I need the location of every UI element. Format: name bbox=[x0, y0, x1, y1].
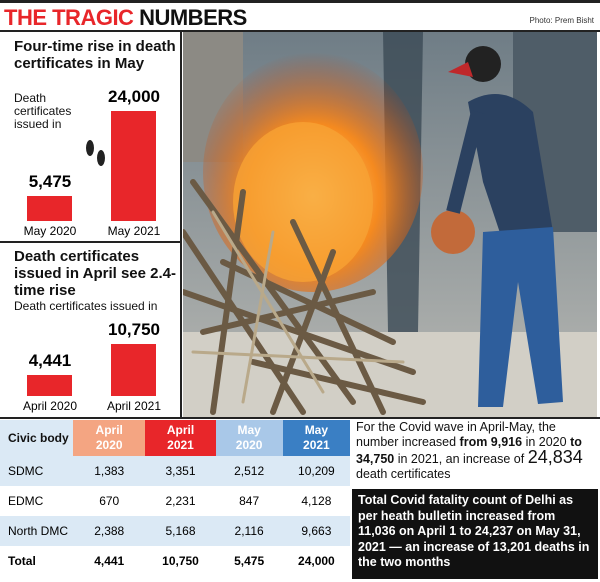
note-text: death certificates bbox=[356, 467, 451, 481]
chart-title: Death certificates issued in April see 2… bbox=[14, 248, 177, 299]
table-cell: 9,663 bbox=[301, 524, 332, 538]
bar bbox=[27, 374, 72, 396]
table-cell: 4,128 bbox=[301, 494, 332, 508]
note-big: 24,834 bbox=[527, 447, 583, 467]
value-label: 4,441 bbox=[28, 350, 72, 370]
bar bbox=[111, 111, 156, 221]
divider bbox=[180, 32, 182, 418]
table-cell: 2,116 bbox=[234, 524, 264, 538]
table-header-cell: Civic body bbox=[0, 420, 73, 456]
chart-subtitle: Death certificates issued in bbox=[14, 299, 158, 313]
note-text: For the Covid wave in April-May, the num… bbox=[356, 420, 556, 449]
icon bbox=[97, 150, 105, 166]
table-row: EDMC 670 2,231 847 4,128 bbox=[0, 486, 350, 516]
divider bbox=[0, 417, 600, 419]
fatality-box: Total Covid fatality count of Delhi as p… bbox=[352, 489, 598, 579]
table-cell: 5,168 bbox=[165, 524, 196, 538]
header-title-red: THE TRAGIC bbox=[4, 5, 134, 30]
top-rule bbox=[0, 0, 600, 3]
note: For the Covid wave in April-May, the num… bbox=[356, 420, 596, 482]
table-cell: 2,512 bbox=[234, 464, 265, 478]
table-cell: 5,475 bbox=[234, 554, 265, 568]
table-cell: 3,351 bbox=[165, 464, 196, 478]
table-cell: SDMC bbox=[8, 464, 44, 478]
table-row: SDMC 1,383 3,351 2,512 10,209 bbox=[0, 456, 350, 486]
table-cell: 2,388 bbox=[94, 524, 125, 538]
category-label: May 2021 bbox=[107, 224, 161, 238]
chart-subtitle: Death certificates issued in bbox=[14, 91, 72, 131]
value-label: 24,000 bbox=[108, 87, 160, 106]
note-bold: from 9,916 bbox=[459, 435, 523, 449]
table-cell: North DMC bbox=[8, 524, 69, 538]
bar bbox=[111, 344, 156, 396]
table-cell: EDMC bbox=[8, 494, 44, 508]
chart-title: Four-time rise in death certificates in … bbox=[14, 38, 176, 72]
table-row: North DMC 2,388 5,168 2,116 9,663 bbox=[0, 516, 350, 546]
table-header-cell: May 2020 bbox=[215, 420, 283, 456]
table-header-row: Civic body April 2020 April 2021 May 2020 Ma… bbox=[0, 420, 350, 456]
category-label: May 2020 bbox=[23, 224, 77, 238]
header-rule bbox=[0, 30, 600, 32]
header-title-black: NUMBERS bbox=[139, 5, 247, 30]
note-text: in 2021, an increase of bbox=[397, 452, 525, 466]
table-body: Civic body April 2020 April 2021 May 2020 Ma… bbox=[0, 420, 350, 576]
icon bbox=[86, 140, 94, 156]
value-label: 10,750 bbox=[108, 320, 160, 339]
bar bbox=[27, 195, 72, 221]
photo-credit: Photo: Prem Bisht bbox=[529, 16, 594, 25]
table-cell: 4,441 bbox=[94, 554, 125, 568]
table-header-cell: April 2020 bbox=[72, 420, 146, 456]
note-text: in 2020 bbox=[525, 435, 567, 449]
divider bbox=[0, 241, 180, 243]
table-cell: Total bbox=[8, 554, 36, 568]
table-cell: 670 bbox=[99, 494, 120, 508]
table-row: Total 4,441 10,750 5,475 24,000 bbox=[0, 546, 350, 576]
value-label: 5,475 bbox=[28, 171, 72, 191]
category-label: April 2021 bbox=[106, 399, 162, 413]
table-cell: 24,000 bbox=[298, 554, 335, 568]
table: Civic body April 2020 April 2021 May 2020 Ma… bbox=[0, 420, 350, 576]
table-cell: 10,750 bbox=[162, 554, 199, 568]
table-cell: 847 bbox=[239, 494, 260, 508]
note-bold: to 34,750 bbox=[356, 435, 582, 466]
table-header-cell: May 2021 bbox=[282, 420, 350, 456]
photo bbox=[183, 32, 597, 418]
table-header-cell: April 2021 bbox=[145, 420, 216, 456]
category-label: April 2020 bbox=[22, 399, 78, 413]
table-cell: 1,383 bbox=[94, 464, 125, 478]
header: THE TRAGIC NUMBERS bbox=[4, 5, 247, 31]
table-cell: 2,231 bbox=[165, 494, 196, 508]
table-cell: 10,209 bbox=[298, 464, 335, 478]
